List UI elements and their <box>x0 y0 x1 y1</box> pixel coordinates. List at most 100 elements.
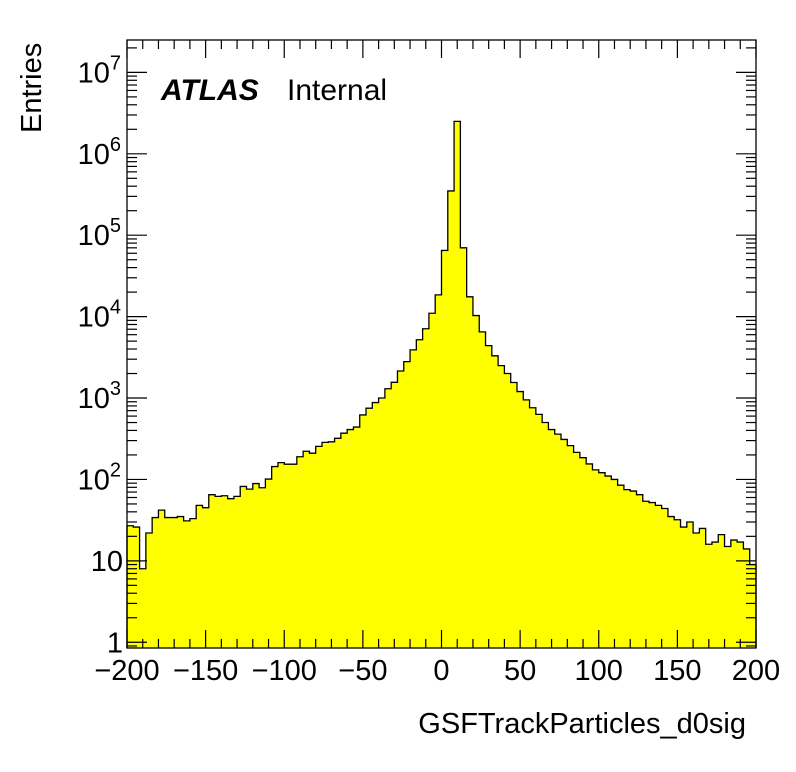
histogram-bin <box>523 399 530 648</box>
y-tick-label: 106 <box>78 134 121 171</box>
histogram-bin <box>567 445 574 648</box>
y-tick-label: 104 <box>78 297 121 334</box>
histogram-bin <box>315 446 323 648</box>
histogram-bin <box>183 520 191 648</box>
histogram-bin <box>623 489 631 648</box>
histogram-bin <box>196 505 203 648</box>
histogram-bin <box>586 463 593 648</box>
x-axis-tick-labels: −200 −150 −100 −50 0 50 100 150 200 <box>94 655 780 687</box>
y-tick-label: 107 <box>78 52 121 89</box>
y-tick-label: 10 <box>91 546 123 578</box>
histogram-bin <box>133 527 140 648</box>
histogram-bin <box>347 429 354 648</box>
histogram-bin <box>617 485 625 648</box>
histogram-bin <box>592 469 600 648</box>
y-tick-label: 103 <box>78 378 121 415</box>
histogram-bin <box>743 548 751 648</box>
histogram-bin <box>730 540 738 648</box>
histogram-bin <box>579 457 587 648</box>
y-axis-title: Entries <box>16 43 48 133</box>
histogram-bin <box>649 502 656 648</box>
histogram-bin <box>598 472 606 648</box>
histogram-bin <box>252 483 260 648</box>
histogram-bin <box>749 564 757 648</box>
histogram-bin <box>422 328 430 648</box>
histogram-bin <box>171 517 178 648</box>
histogram-bin <box>202 507 210 648</box>
y-tick-label: 102 <box>78 459 121 496</box>
histogram-bin <box>630 491 637 648</box>
histogram-bin <box>321 442 329 648</box>
x-tick-label: −50 <box>338 655 387 687</box>
histogram-bin <box>265 479 273 648</box>
histogram-bin <box>410 349 417 648</box>
histogram-bin <box>290 464 298 648</box>
x-tick-label: 50 <box>504 655 536 687</box>
x-tick-label: 100 <box>575 655 623 687</box>
histogram-bin <box>240 486 247 648</box>
histogram-bin <box>403 361 411 648</box>
histogram-bin <box>139 568 147 648</box>
histogram-bin <box>737 542 744 648</box>
x-tick-label: 150 <box>653 655 701 687</box>
histogram-bin <box>699 528 707 648</box>
histogram-bin <box>328 441 335 648</box>
histogram-bin <box>233 496 241 648</box>
histogram-bin <box>340 433 348 648</box>
histogram-bin <box>435 294 442 648</box>
histogram-bin <box>158 510 166 648</box>
histogram-bin <box>246 489 254 648</box>
histogram-bin <box>705 544 713 648</box>
histogram-bin <box>711 542 719 648</box>
histogram-bin <box>479 331 486 648</box>
x-axis-ticks <box>126 40 757 648</box>
histogram-bin <box>504 373 512 648</box>
x-tick-label: −150 <box>173 655 238 687</box>
x-tick-label: −100 <box>252 655 317 687</box>
histogram-bin <box>573 452 581 648</box>
histogram-bin <box>447 190 455 649</box>
histogram-bin <box>655 505 663 648</box>
histogram-bin <box>177 516 185 648</box>
histogram-bin <box>686 522 694 648</box>
histogram-bin <box>127 525 134 648</box>
x-tick-label: −200 <box>94 655 159 687</box>
histogram-bin <box>454 121 461 649</box>
histogram-bin <box>296 456 304 648</box>
y-tick-label: 105 <box>78 215 121 252</box>
histogram-bin <box>561 439 568 648</box>
histogram-bin <box>510 382 518 648</box>
histogram-bin <box>303 451 310 648</box>
histogram-bin <box>359 414 367 648</box>
histogram-bin <box>221 495 229 648</box>
histogram-bin <box>391 382 398 648</box>
histogram-bin <box>636 494 644 648</box>
histogram-bin <box>428 313 436 648</box>
histogram-bin <box>535 414 543 648</box>
x-tick-label: 0 <box>433 655 449 687</box>
histogram-bin <box>460 247 468 648</box>
histogram-bin <box>724 546 732 648</box>
histogram-bin <box>491 355 499 648</box>
histogram-bin <box>277 462 285 648</box>
y-axis-ticks <box>127 47 756 647</box>
histogram-bin <box>441 250 449 649</box>
histogram-bin <box>384 388 392 648</box>
histogram-bin <box>516 391 524 648</box>
atlas-label: ATLAS <box>160 74 259 107</box>
x-tick-label: 200 <box>732 655 780 687</box>
histogram-bin <box>378 398 386 648</box>
histogram-bin <box>554 434 562 648</box>
histogram-bin <box>397 370 405 648</box>
histogram-bin <box>542 422 549 648</box>
histogram-bin <box>334 438 342 648</box>
histogram-bin <box>642 501 650 648</box>
histogram-bin <box>667 516 675 648</box>
histogram-bin <box>353 427 361 648</box>
histogram-bin <box>189 518 197 648</box>
histogram-bin <box>548 429 556 648</box>
histogram-bin <box>605 476 612 648</box>
histogram-bin <box>227 498 235 648</box>
histogram-bin <box>271 466 279 648</box>
